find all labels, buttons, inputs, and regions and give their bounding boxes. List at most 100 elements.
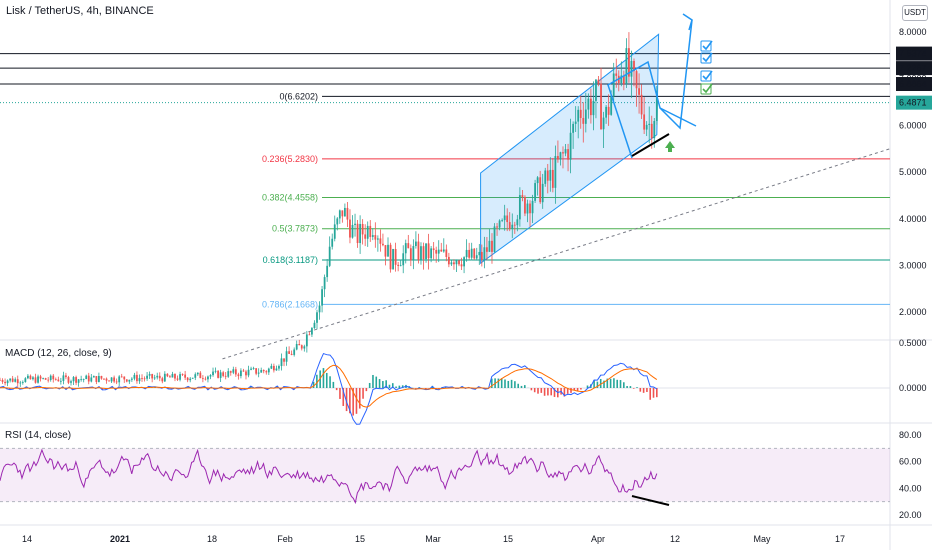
candle-body	[194, 374, 196, 378]
candle-body	[466, 250, 468, 257]
price-tick: 3.0000	[899, 261, 927, 271]
candle-body	[377, 238, 379, 239]
candle-body	[471, 249, 473, 258]
candle-body	[4, 382, 6, 383]
candle-body	[486, 247, 488, 252]
candle-body	[57, 380, 59, 382]
candle-body	[281, 358, 283, 366]
candle-body	[504, 215, 506, 220]
candle-body	[260, 370, 262, 373]
candle-body	[440, 250, 442, 252]
candle-body	[37, 376, 39, 382]
candle-body	[560, 152, 562, 159]
candle-body	[65, 375, 67, 377]
candle-body	[481, 252, 483, 260]
checkbox-icon	[701, 53, 712, 63]
candle-body	[85, 376, 87, 379]
candle-body	[42, 378, 44, 379]
candle-body	[582, 118, 584, 124]
candle-body	[433, 248, 435, 250]
candle-body	[205, 379, 207, 380]
candle-body	[443, 250, 445, 252]
macd-bar	[369, 383, 371, 388]
candle-body	[636, 71, 638, 88]
candle-body	[425, 243, 427, 259]
candle-body	[121, 376, 123, 377]
candle-body	[491, 241, 493, 252]
candle-body	[344, 208, 346, 216]
signal-line	[0, 365, 657, 407]
candle-body	[32, 377, 34, 379]
up-arrow-icon	[665, 141, 675, 152]
time-tick: 14	[22, 534, 32, 544]
fib-label: 0(6.6202)	[279, 91, 318, 101]
candle-body	[131, 379, 133, 380]
candle-body	[407, 243, 409, 248]
macd-bar	[395, 387, 397, 388]
candle-body	[88, 376, 90, 382]
candle-body	[222, 372, 224, 376]
candle-body	[166, 374, 168, 376]
candle-body	[7, 381, 9, 384]
candle-body	[532, 201, 534, 213]
macd-bar	[379, 379, 381, 388]
candle-body	[182, 374, 184, 375]
candle-body	[293, 350, 295, 355]
macd-bar	[511, 380, 513, 388]
candle-body	[237, 374, 239, 376]
macd-tick: 0.5000	[899, 338, 927, 348]
candle-body	[255, 368, 257, 373]
fib-label: 0.786(2.1668)	[262, 299, 318, 309]
candle-body	[210, 375, 212, 376]
candle-body	[499, 221, 501, 228]
candle-body	[14, 379, 16, 382]
macd-bar	[580, 388, 582, 390]
fib-label: 0.618(3.1187)	[263, 255, 318, 265]
rsi-band	[0, 448, 890, 501]
candle-body	[598, 80, 600, 84]
candle-body	[161, 378, 163, 381]
macd-bar	[633, 388, 635, 389]
candle-body	[235, 369, 237, 374]
candle-body	[529, 204, 531, 214]
candle-body	[374, 235, 376, 240]
candle-body	[270, 366, 272, 369]
candle-body	[103, 379, 105, 380]
candle-body	[123, 377, 125, 380]
candle-body	[354, 224, 356, 225]
candle-body	[565, 149, 567, 153]
candle-body	[580, 110, 582, 118]
macd-bar	[339, 388, 341, 399]
time-tick: Feb	[277, 534, 293, 544]
macd-bar	[646, 388, 648, 392]
rsi-tick: 20.00	[899, 510, 922, 520]
time-tick: 18	[207, 534, 217, 544]
candle-body	[638, 88, 640, 95]
macd-bar	[626, 386, 628, 388]
candle-body	[357, 224, 359, 243]
candle-body	[392, 249, 394, 269]
macd-bar	[372, 375, 374, 388]
candle-body	[70, 381, 72, 383]
candles	[0, 32, 658, 387]
candle-body	[625, 48, 627, 84]
candle-body	[534, 183, 536, 201]
candle-body	[326, 266, 328, 277]
candle-body	[243, 371, 245, 372]
candle-body	[539, 177, 541, 202]
candle-body	[527, 204, 529, 214]
candle-body	[40, 376, 42, 378]
candle-body	[273, 366, 275, 370]
candle-body	[276, 369, 278, 371]
candle-body	[78, 379, 80, 382]
candle-body	[646, 125, 648, 130]
candle-body	[385, 245, 387, 256]
candle-body	[435, 250, 437, 254]
candle-body	[387, 245, 389, 257]
candle-body	[613, 74, 615, 97]
candle-body	[643, 114, 645, 129]
candle-body	[136, 375, 138, 381]
candle-body	[456, 261, 458, 265]
macd-bar	[630, 386, 632, 388]
